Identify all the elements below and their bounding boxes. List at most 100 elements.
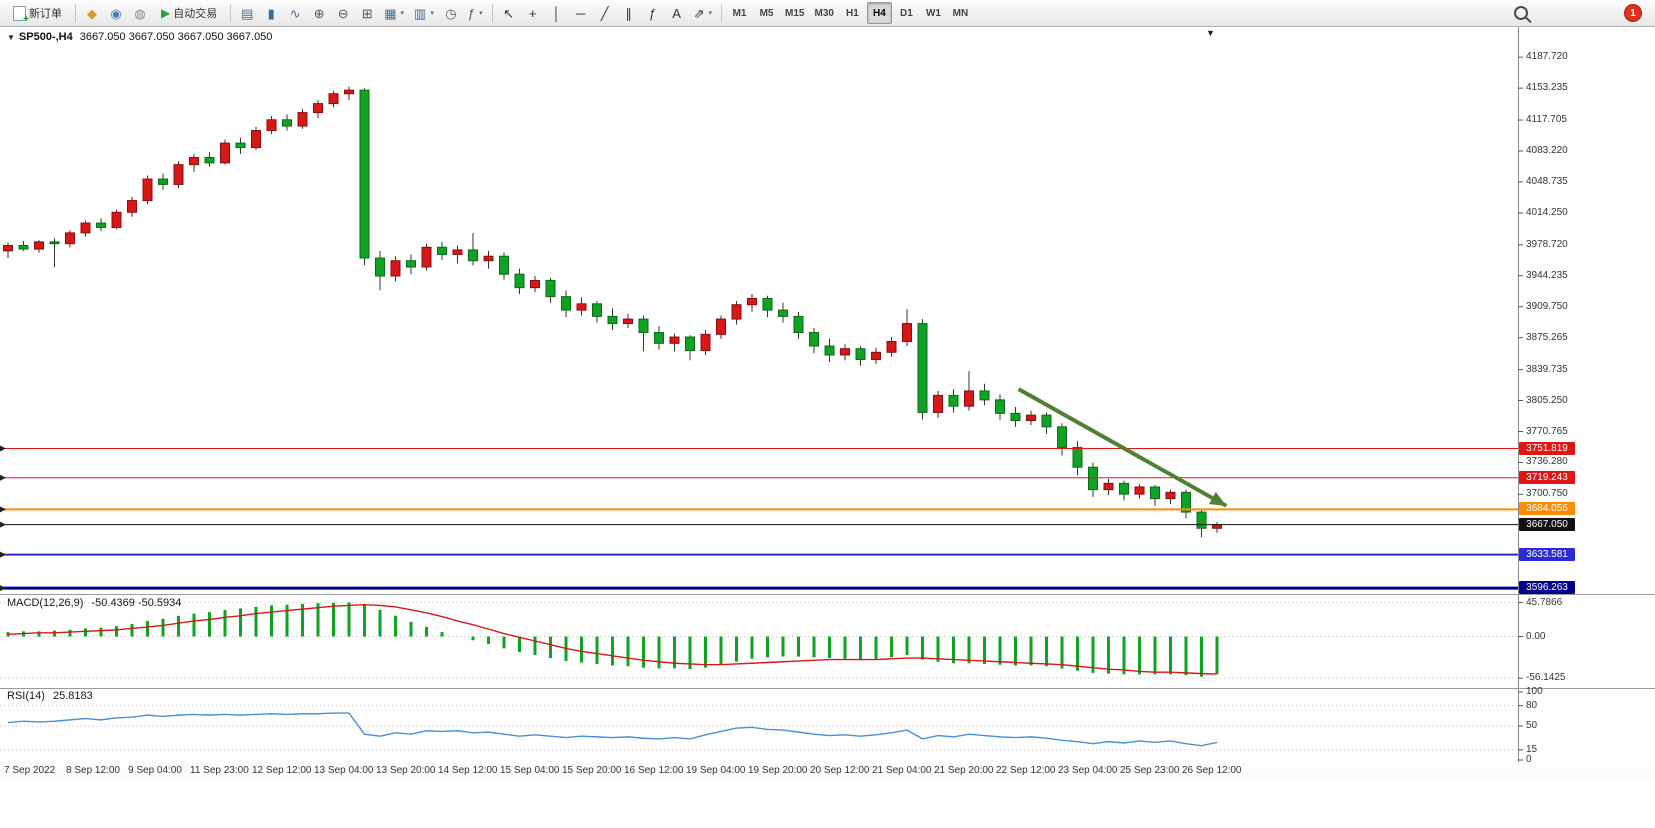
candle-bearish xyxy=(375,257,385,277)
chart-profiles-icon[interactable]: ▥ ▾ xyxy=(410,2,438,24)
candle-bullish xyxy=(65,232,75,245)
candle-bearish xyxy=(1057,426,1067,448)
timeframe-m5-button[interactable]: M5 xyxy=(754,2,779,24)
timeframe-h1-button[interactable]: H1 xyxy=(840,2,865,24)
candle-bearish xyxy=(855,348,866,360)
candle-bullish xyxy=(623,318,633,325)
candle-bullish xyxy=(421,246,432,268)
candlestick-chart-icon[interactable]: ▮ xyxy=(260,2,282,24)
one-click-trading-arrow[interactable]: ▼ xyxy=(7,33,15,42)
search-icon[interactable] xyxy=(1514,6,1528,20)
arrows-tool-icon[interactable]: ⇗ ▾ xyxy=(690,2,716,24)
candle-bullish xyxy=(964,390,974,407)
candle-bearish xyxy=(917,323,928,413)
channel-icon[interactable]: ∥ xyxy=(618,2,640,24)
candle-bullish xyxy=(933,394,943,413)
new-order-button[interactable]: 新订单 xyxy=(5,2,70,25)
zoom-out-icon[interactable]: ⊖ xyxy=(332,2,354,24)
toolbar-separator xyxy=(491,4,493,22)
candle-bullish xyxy=(1165,491,1176,500)
candle-bearish xyxy=(592,303,602,317)
candle-bullish xyxy=(313,103,323,114)
candle-bearish xyxy=(1150,486,1160,500)
candle-bullish xyxy=(297,112,308,127)
timeframe-group: M1 M5 M15 M30 H1 H4 D1 W1 MN xyxy=(727,2,973,24)
crosshair-icon[interactable]: + xyxy=(522,2,544,24)
candle-bullish xyxy=(840,348,850,356)
line-left-marker xyxy=(0,521,6,528)
candle-bearish xyxy=(1072,446,1083,468)
candle-bullish xyxy=(483,255,494,262)
horizontal-line-icon[interactable]: ─ xyxy=(570,2,592,24)
macd-signal-line xyxy=(7,603,1218,675)
timeframe-m1-button[interactable]: M1 xyxy=(727,2,752,24)
news-icon[interactable]: ◍ xyxy=(129,2,151,24)
mql5-market-icon[interactable]: ◆ xyxy=(81,2,103,24)
candle-bullish xyxy=(530,279,540,289)
timeframe-m30-button[interactable]: M30 xyxy=(810,2,837,24)
candle-bearish xyxy=(499,255,509,275)
trendline-icon[interactable]: ╱ xyxy=(594,2,616,24)
market-icon-group: ◆ ◉ ◍ xyxy=(81,2,151,24)
candle-bearish xyxy=(809,332,819,347)
candle-bullish xyxy=(1103,482,1114,491)
new-chart-icon[interactable]: ▦ ▾ xyxy=(380,2,408,24)
candle-bullish xyxy=(1026,414,1036,422)
candle-bearish xyxy=(406,260,416,268)
line-left-marker xyxy=(0,585,6,592)
text-label-icon[interactable]: A xyxy=(666,2,688,24)
candle-bullish xyxy=(871,351,881,360)
toolbar-right-group: 1 xyxy=(1514,4,1650,22)
candle-bullish xyxy=(886,341,897,353)
community-icon[interactable]: ◉ xyxy=(105,2,127,24)
trend-arrow-line[interactable] xyxy=(1017,387,1228,508)
line-chart-icon[interactable]: ∿ xyxy=(284,2,306,24)
tile-windows-icon[interactable]: ⊞ xyxy=(356,2,378,24)
timeframe-mn-button[interactable]: MN xyxy=(948,2,973,24)
chart-icon-group: ▤ ▮ ∿ ⊕ ⊖ ⊞ ▦ ▾ ▥ ▾ ◷ ƒ ▾ xyxy=(236,2,486,24)
bar-chart-icon[interactable]: ▤ xyxy=(236,2,258,24)
timeframe-h4-button[interactable]: H4 xyxy=(866,2,892,24)
fibonacci-icon[interactable]: ƒ xyxy=(642,2,664,24)
clock-icon[interactable]: ◷ xyxy=(440,2,462,24)
candle-bullish xyxy=(716,318,726,335)
candle-bearish xyxy=(158,178,168,185)
line-left-marker xyxy=(0,474,6,481)
candle-bearish xyxy=(762,297,773,311)
indicator-list-icon[interactable]: ƒ ▾ xyxy=(464,2,487,24)
autotrading-button[interactable]: ▶ 自动交易 xyxy=(153,2,225,24)
candle-bullish xyxy=(452,249,463,255)
candle-bearish xyxy=(96,222,106,229)
candle-bearish xyxy=(948,394,959,407)
candle-bearish xyxy=(468,249,478,262)
candle-bullish xyxy=(747,297,757,306)
candle-bullish xyxy=(390,260,401,277)
new-order-icon xyxy=(13,5,29,25)
candle-bearish xyxy=(1088,466,1098,491)
candle-bullish xyxy=(34,241,44,250)
timeframe-d1-button[interactable]: D1 xyxy=(894,2,919,24)
candle-bullish xyxy=(328,93,339,105)
candle-bullish xyxy=(111,211,122,229)
candle-bearish xyxy=(654,332,664,344)
timeframe-m15-button[interactable]: M15 xyxy=(781,2,808,24)
price-axis[interactable] xyxy=(1519,27,1655,762)
time-axis[interactable] xyxy=(0,762,1655,780)
candle-bullish xyxy=(669,336,680,344)
candle-bearish xyxy=(282,119,292,127)
candle-bullish xyxy=(3,244,13,252)
vertical-line-icon[interactable]: │ xyxy=(546,2,568,24)
candle-bearish xyxy=(235,142,246,149)
candle-bearish xyxy=(359,89,370,259)
play-icon: ▶ xyxy=(161,6,171,20)
line-left-marker xyxy=(0,506,6,513)
timeframe-w1-button[interactable]: W1 xyxy=(921,2,946,24)
candle-bullish xyxy=(127,200,137,213)
zoom-in-icon[interactable]: ⊕ xyxy=(308,2,330,24)
cursor-icon[interactable]: ↖ xyxy=(498,2,520,24)
line-left-marker xyxy=(0,551,6,558)
toolbar-separator xyxy=(721,4,723,22)
notification-badge[interactable]: 1 xyxy=(1624,4,1642,22)
chart-shift-marker[interactable]: ▼ xyxy=(1206,28,1215,38)
